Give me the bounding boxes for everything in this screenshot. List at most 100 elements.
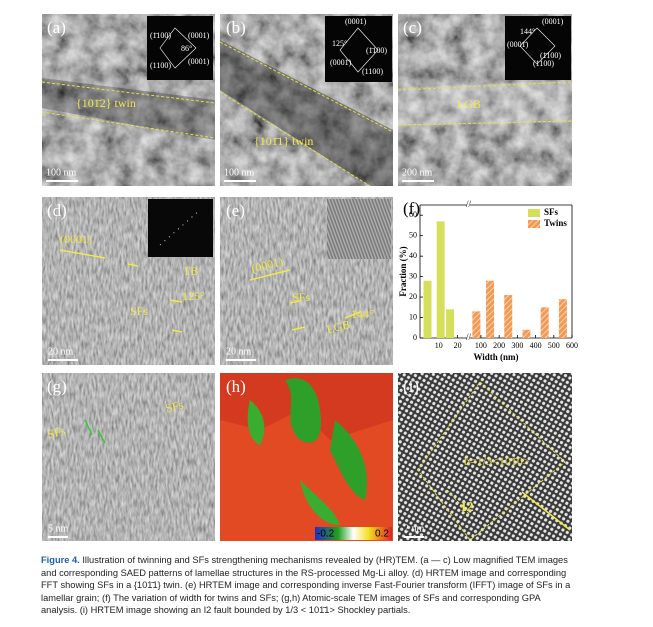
annotation: 125° <box>182 289 205 303</box>
scale-bar <box>402 180 434 182</box>
legend-swatch <box>528 220 540 228</box>
scale-label: 20 nm <box>48 346 74 357</box>
scale-label: 2 nm <box>404 523 425 534</box>
boundary <box>219 41 394 187</box>
x-tick-label: 300 <box>511 341 523 350</box>
y-tick-label: 20 <box>409 292 417 301</box>
bar <box>446 309 455 338</box>
x-tick-label: 500 <box>548 341 560 350</box>
scale-bar <box>404 536 424 538</box>
panel-label: (h) <box>226 377 246 396</box>
twin-band <box>220 40 393 186</box>
gpa-region <box>300 480 340 525</box>
scale-bar <box>48 359 78 361</box>
saed-index: (0001) <box>188 31 210 40</box>
saed-index: (0001̄) <box>330 58 352 67</box>
scale-label: 5 nm <box>48 523 69 534</box>
fft-inset <box>148 199 213 257</box>
saed-index: (0001) <box>542 17 564 26</box>
annotation: (0001) <box>60 232 92 246</box>
saed-angle: 86° <box>181 44 192 53</box>
saed-index: (1100) <box>362 67 383 76</box>
bar <box>540 307 549 338</box>
panel-label: (f) <box>403 199 420 218</box>
panel-label: (a) <box>47 18 66 37</box>
axis-break: // <box>466 199 472 209</box>
figure: (a) (1̄100) (0001) 86° (1100) (0001) {10… <box>41 14 578 541</box>
panel-label: (c) <box>403 18 422 37</box>
bar <box>472 311 481 338</box>
scale-label: 100 nm <box>224 167 255 178</box>
y-tick-label: 40 <box>409 251 417 260</box>
saed-inset <box>325 16 392 82</box>
annotation: {101̄1} twin <box>254 134 313 148</box>
annotation: {101̄2} twin <box>76 96 136 110</box>
saed-lines <box>159 27 197 69</box>
saed-index: (1̄100) <box>540 51 561 60</box>
annotation: TB <box>183 264 198 278</box>
x-axis-label: Width (nm) <box>473 352 518 362</box>
scale-label: 200 nm <box>402 167 433 178</box>
annotation: LGB <box>457 97 481 111</box>
saed-lines <box>519 27 556 65</box>
y-tick-label: 0 <box>413 333 417 342</box>
arrow <box>521 491 571 531</box>
boundary <box>397 81 573 126</box>
x-tick-label: 400 <box>530 341 542 350</box>
scale-bar <box>224 180 256 182</box>
bar-chart: // // 0 10 20 30 40 50 60 10 20 100 200 300 400 500 600 W… <box>398 197 578 365</box>
colorbar-label: -0.2 <box>317 529 335 540</box>
bar <box>504 295 513 338</box>
saed-inset <box>505 16 571 80</box>
bar <box>486 280 495 338</box>
panel-label: (b) <box>226 18 246 37</box>
saed-index: (1̄100) <box>150 31 171 40</box>
panel-label: (d) <box>47 201 67 220</box>
x-tick-label: 600 <box>566 341 578 350</box>
x-tick-label: 200 <box>493 341 505 350</box>
panel-label: (g) <box>47 377 67 396</box>
x-tick-label: 100 <box>475 341 487 350</box>
annotation: SFs <box>164 397 185 415</box>
saed-angle: 144° <box>520 27 535 36</box>
marker <box>249 269 361 331</box>
legend-swatch <box>528 209 540 217</box>
twin-band <box>42 78 215 140</box>
saed-angle: 125° <box>332 39 347 48</box>
legend-label: Twins <box>544 218 567 228</box>
annotation: SFs <box>130 304 148 318</box>
annotation: 144° <box>351 307 374 321</box>
saed-index: (0001̄) <box>507 40 529 49</box>
grain-band <box>398 80 572 126</box>
saed-index: (1̄100) <box>366 46 387 55</box>
annotation: SFs <box>46 423 67 441</box>
gpa-region <box>330 420 367 500</box>
bar <box>558 299 567 338</box>
annotation: SFs <box>292 290 310 304</box>
y-tick-label: 30 <box>409 271 417 280</box>
marker <box>59 249 183 333</box>
annotation: b=1/3<101̄0> <box>464 454 530 468</box>
caption-label: Figure 4. <box>41 555 80 565</box>
bar <box>522 329 531 338</box>
y-tick-label: 50 <box>409 231 417 240</box>
ifft-inset <box>327 199 391 259</box>
marker <box>84 419 106 444</box>
saed-lines <box>339 27 379 73</box>
outline <box>417 381 566 541</box>
scale-label: 20 nm <box>226 346 252 357</box>
colorbar <box>315 527 392 540</box>
scale-bar <box>46 180 78 182</box>
y-tick-label: 60 <box>409 210 417 219</box>
x-tick-label: 10 <box>435 341 443 350</box>
gpa-region <box>247 400 265 445</box>
panel-label: (i) <box>403 377 419 396</box>
caption-text: Illustration of twinning and SFs strengt… <box>41 555 571 616</box>
legend-label: SFs <box>544 207 559 217</box>
saed-inset <box>147 16 213 80</box>
axis-break: // <box>466 332 472 342</box>
scale-bar <box>48 536 68 538</box>
saed-index: (0001) <box>188 57 210 66</box>
saed-index: (1100) <box>150 61 171 70</box>
